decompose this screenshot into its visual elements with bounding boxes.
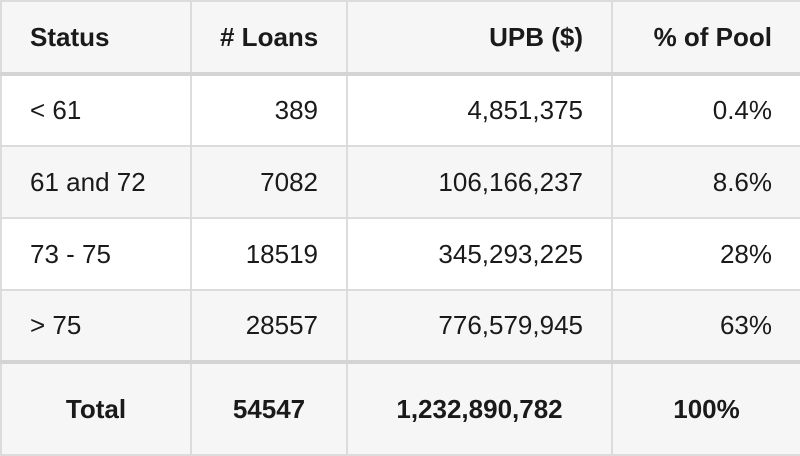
cell-pool-pct: 63% xyxy=(611,289,800,363)
cell-upb: 106,166,237 xyxy=(346,145,613,219)
cell-upb: 776,579,945 xyxy=(346,289,613,363)
header-row: Status # Loans UPB ($) % of Pool xyxy=(0,0,800,76)
cell-status: 73 - 75 xyxy=(0,217,192,291)
header-loans: # Loans xyxy=(190,0,348,76)
cell-loans: 18519 xyxy=(190,217,348,291)
cell-loans: 7082 xyxy=(190,145,348,219)
cell-loans: 28557 xyxy=(190,289,348,363)
header-status: Status xyxy=(0,0,192,76)
table-row: 61 and 72 7082 106,166,237 8.6% xyxy=(0,145,800,219)
cell-pool-pct: 28% xyxy=(611,217,800,291)
cell-status: < 61 xyxy=(0,73,192,147)
table-row: 73 - 75 18519 345,293,225 28% xyxy=(0,217,800,291)
table-row: > 75 28557 776,579,945 63% xyxy=(0,289,800,363)
cell-loans: 389 xyxy=(190,73,348,147)
total-upb: 1,232,890,782 xyxy=(346,360,613,456)
cell-pool-pct: 8.6% xyxy=(611,145,800,219)
cell-upb: 345,293,225 xyxy=(346,217,613,291)
cell-status: 61 and 72 xyxy=(0,145,192,219)
header-upb: UPB ($) xyxy=(346,0,613,76)
cell-pool-pct: 0.4% xyxy=(611,73,800,147)
table-row: < 61 389 4,851,375 0.4% xyxy=(0,73,800,147)
header-pool-pct: % of Pool xyxy=(611,0,800,76)
cell-status: > 75 xyxy=(0,289,192,363)
total-pool-pct: 100% xyxy=(611,360,800,456)
total-loans: 54547 xyxy=(190,360,348,456)
cell-upb: 4,851,375 xyxy=(346,73,613,147)
total-label: Total xyxy=(0,360,192,456)
total-row: Total 54547 1,232,890,782 100% xyxy=(0,360,800,456)
